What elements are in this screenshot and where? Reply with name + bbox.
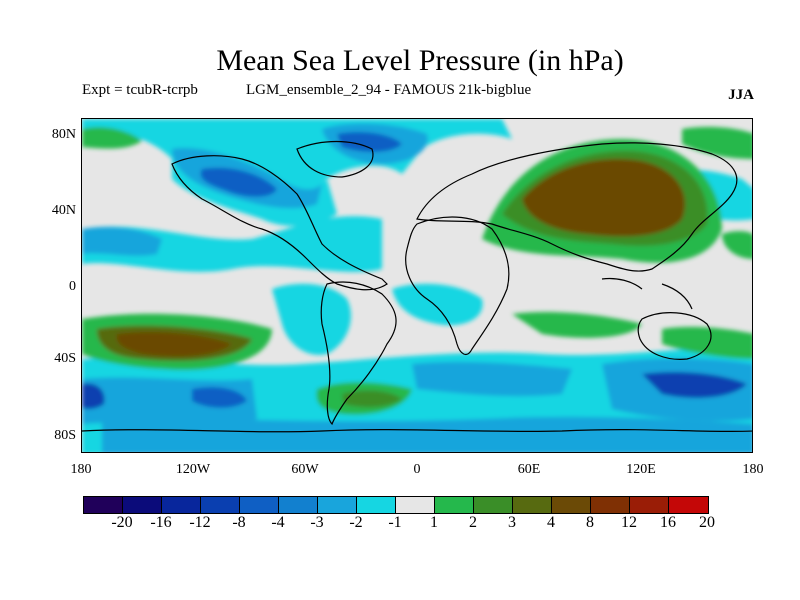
africa-coast xyxy=(405,216,510,356)
region-darkblue xyxy=(642,372,747,398)
region-darkblue xyxy=(192,387,247,408)
region-darkblue xyxy=(200,167,277,197)
colorbar-label: 16 xyxy=(660,514,676,531)
south-america-coast xyxy=(320,281,397,426)
eurasia-coast xyxy=(416,142,738,272)
region-darkblue xyxy=(337,132,402,152)
region-green xyxy=(682,126,752,159)
colorbar-swatch xyxy=(435,497,474,513)
colorbar-swatch xyxy=(123,497,162,513)
region-olive xyxy=(342,390,402,408)
colorbar-label: 3 xyxy=(508,514,516,531)
colorbar-label: 2 xyxy=(469,514,477,531)
region-green xyxy=(512,312,642,338)
region-brown xyxy=(116,331,232,357)
indonesia-coast xyxy=(601,277,693,310)
season-label: JJA xyxy=(728,87,754,103)
colorbar-label: -20 xyxy=(111,514,133,531)
region-darkblue xyxy=(82,383,105,409)
region-green xyxy=(82,127,142,149)
colorbar-swatch xyxy=(240,497,279,513)
lon-label-60e: 60E xyxy=(517,462,541,477)
region-blue xyxy=(82,227,162,256)
coastlines xyxy=(82,140,752,433)
lat-label-40n: 40N xyxy=(51,203,76,218)
region-cyan xyxy=(272,283,351,355)
region-brown xyxy=(522,158,686,237)
lon-label-180w: 180 xyxy=(70,462,92,477)
region-green xyxy=(662,326,752,359)
pressure-map xyxy=(82,119,752,452)
colorbar-swatch xyxy=(396,497,435,513)
colorbar-label: -2 xyxy=(349,514,363,531)
australia-coast xyxy=(637,312,712,360)
colorbar-label: -1 xyxy=(388,514,402,531)
colorbar-swatch xyxy=(591,497,630,513)
lon-label-120w: 120W xyxy=(175,462,211,477)
chart-title: Mean Sea Level Pressure (in hPa) xyxy=(216,44,624,77)
lon-label-0: 0 xyxy=(413,462,421,477)
colorbar-label: -8 xyxy=(232,514,246,531)
region-blue xyxy=(412,361,572,397)
lat-label-80s: 80S xyxy=(54,428,76,443)
colorbar-label: 1 xyxy=(430,514,438,531)
colorbar-swatch xyxy=(84,497,123,513)
lat-label-0: 0 xyxy=(69,279,76,294)
region-blue xyxy=(102,414,752,452)
colorbar-swatch xyxy=(279,497,318,513)
colorbar-label: 12 xyxy=(621,514,637,531)
lat-label-40s: 40S xyxy=(54,351,76,366)
experiment-label: Expt = tcubR-tcrpb xyxy=(82,82,198,98)
colorbar-swatch xyxy=(669,497,708,513)
region-green xyxy=(722,231,752,259)
greenland-coast xyxy=(296,140,374,178)
colorbar xyxy=(83,496,709,514)
colorbar-label: -3 xyxy=(310,514,324,531)
ensemble-label: LGM_ensemble_2_94 - FAMOUS 21k-bigblue xyxy=(246,82,532,98)
map-panel xyxy=(81,118,753,453)
colorbar-swatch xyxy=(474,497,513,513)
antarctica-coast xyxy=(82,428,752,433)
lon-label-180e: 180 xyxy=(742,462,764,477)
lon-label-60w: 60W xyxy=(291,462,319,477)
colorbar-label: -12 xyxy=(189,514,211,531)
colorbar-label: 4 xyxy=(547,514,555,531)
colorbar-swatch xyxy=(357,497,396,513)
region-cyan xyxy=(82,216,382,272)
colorbar-swatch xyxy=(552,497,591,513)
lat-label-80n: 80N xyxy=(51,127,76,142)
colorbar-label: -16 xyxy=(150,514,172,531)
lon-label-120e: 120E xyxy=(626,462,656,477)
colorbar-swatch xyxy=(162,497,201,513)
colorbar-swatch xyxy=(318,497,357,513)
colorbar-swatch xyxy=(513,497,552,513)
region-cyan xyxy=(392,283,483,326)
colorbar-swatch xyxy=(201,497,240,513)
colorbar-swatch xyxy=(630,497,669,513)
colorbar-label: 20 xyxy=(699,514,715,531)
north-america-coast xyxy=(171,155,388,291)
colorbar-label: -4 xyxy=(271,514,285,531)
colorbar-label: 8 xyxy=(586,514,594,531)
